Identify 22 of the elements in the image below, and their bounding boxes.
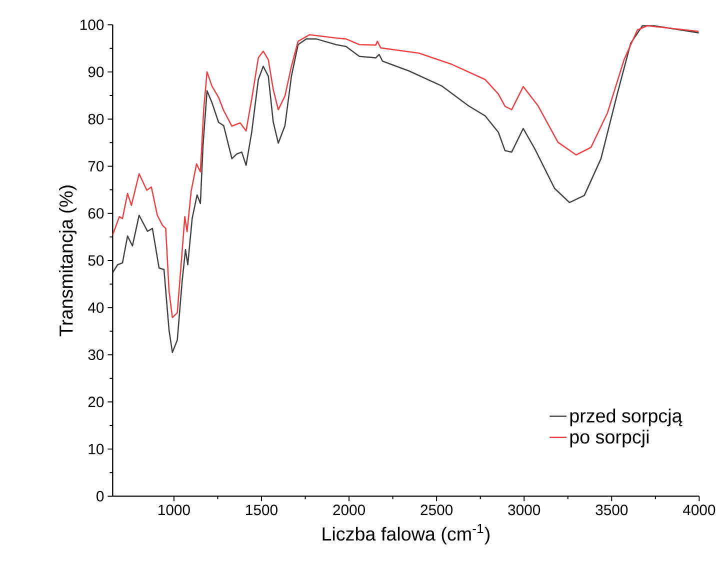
y-tick-label: 60 <box>88 208 104 219</box>
y-tick-label: 0 <box>96 491 104 502</box>
x-tick-label: 2000 <box>333 504 365 516</box>
y-tick-label: 50 <box>88 255 104 266</box>
y-tick-label: 100 <box>80 20 104 30</box>
y-tick-label: 40 <box>88 302 104 314</box>
x-tick-label: 1000 <box>158 504 190 516</box>
x-tick-label: 2500 <box>420 504 453 516</box>
y-tick-label: 90 <box>88 66 104 78</box>
y-tick-label: 30 <box>88 350 104 360</box>
y-tick-label: 20 <box>88 396 104 408</box>
x-tick-label: 1500 <box>246 504 278 516</box>
y-axis-title: Transmitancja (%) <box>58 186 77 336</box>
x-tick-label: 3000 <box>508 504 540 516</box>
legend-label: przed sorpcją <box>570 408 682 426</box>
y-tick-label: 10 <box>88 444 104 455</box>
x-tick-label: 3500 <box>596 504 628 516</box>
x-tick-label: 4000 <box>682 504 716 516</box>
y-tick-label: 70 <box>88 161 104 172</box>
x-axis-title: Liczba falowa (cm$^{-1}$) <box>322 524 490 545</box>
legend-label: po sorpcji <box>570 430 649 448</box>
y-tick-label: 80 <box>88 114 104 125</box>
